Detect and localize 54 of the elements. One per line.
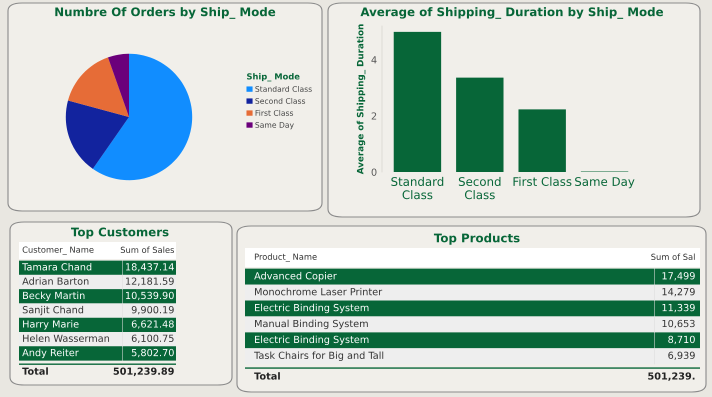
- category-label: Adrian Barton: [22, 277, 88, 285]
- bar: [394, 32, 442, 172]
- text: 9,900.19: [132, 306, 174, 314]
- y-axis-title: Average of Shipping_ Duration: [356, 24, 366, 174]
- bar: [456, 78, 504, 172]
- x-tick-label: First Class: [514, 176, 572, 186]
- text: 10,539.90: [126, 292, 174, 300]
- category-label: Andy Reiter: [22, 348, 79, 358]
- pie-slice: [108, 54, 129, 117]
- text: 17,499: [662, 272, 695, 280]
- category-label: Sanjit Chand: [22, 306, 84, 316]
- text: 501,239.: [648, 372, 694, 381]
- category-label: Task Chairs for Big and Tall: [254, 351, 384, 361]
- text: Sum of Sal: [651, 254, 695, 260]
- text: 10,653: [662, 320, 695, 328]
- pie-slice: [68, 57, 129, 117]
- category-label: Manual Binding System: [255, 320, 368, 330]
- category-label: Monochrome Laser Printer: [255, 288, 382, 296]
- x-tick-label: Same Day: [575, 177, 634, 188]
- text: Top Products: [434, 233, 520, 245]
- text: Customer_ Name: [22, 246, 94, 255]
- category-label: Becky Martin: [23, 292, 84, 301]
- text: Top Customers: [70, 227, 169, 239]
- category-label: Electric Binding System: [255, 336, 368, 345]
- text: Product_ Name: [254, 253, 317, 262]
- y-tick-label: 0: [372, 168, 376, 176]
- x-tick-label: Second Class: [458, 176, 500, 200]
- y-tick-label: 4: [371, 56, 377, 64]
- category-label: Helen Wasserman: [23, 334, 110, 342]
- text: 6,939: [668, 352, 695, 360]
- text: Total: [254, 372, 280, 380]
- category-label: Advanced Copier: [254, 272, 337, 282]
- legend-title: Ship_ Mode: [247, 73, 300, 82]
- text: 6,100.75: [132, 334, 174, 343]
- text: 11,339: [662, 304, 695, 312]
- category-label: Harry Marie: [23, 320, 79, 330]
- category-label: Tamara Chand: [22, 263, 92, 271]
- text: 5,802.70: [132, 348, 174, 358]
- text: Sum of Sales: [120, 246, 174, 253]
- text: Total: [22, 367, 48, 375]
- text: 12,181.59: [126, 277, 174, 286]
- y-tick-label: 2: [372, 112, 376, 120]
- text: 14,279: [662, 288, 695, 296]
- text: 6,621.48: [132, 320, 174, 329]
- x-tick-label: Standard Class: [391, 176, 444, 200]
- chart-title: Average of Shipping_ Duration by Ship_ Mode: [360, 7, 664, 19]
- text: 501,239.89: [114, 367, 174, 376]
- pie-slice: [66, 100, 129, 169]
- text: 8,710: [668, 336, 695, 344]
- bar: [518, 109, 566, 172]
- chart-title: Numbre Of Orders by Ship_ Mode: [55, 7, 276, 19]
- pie-slice: [92, 54, 192, 180]
- category-label: Electric Binding System: [255, 304, 368, 314]
- text: 18,437.14: [126, 263, 174, 272]
